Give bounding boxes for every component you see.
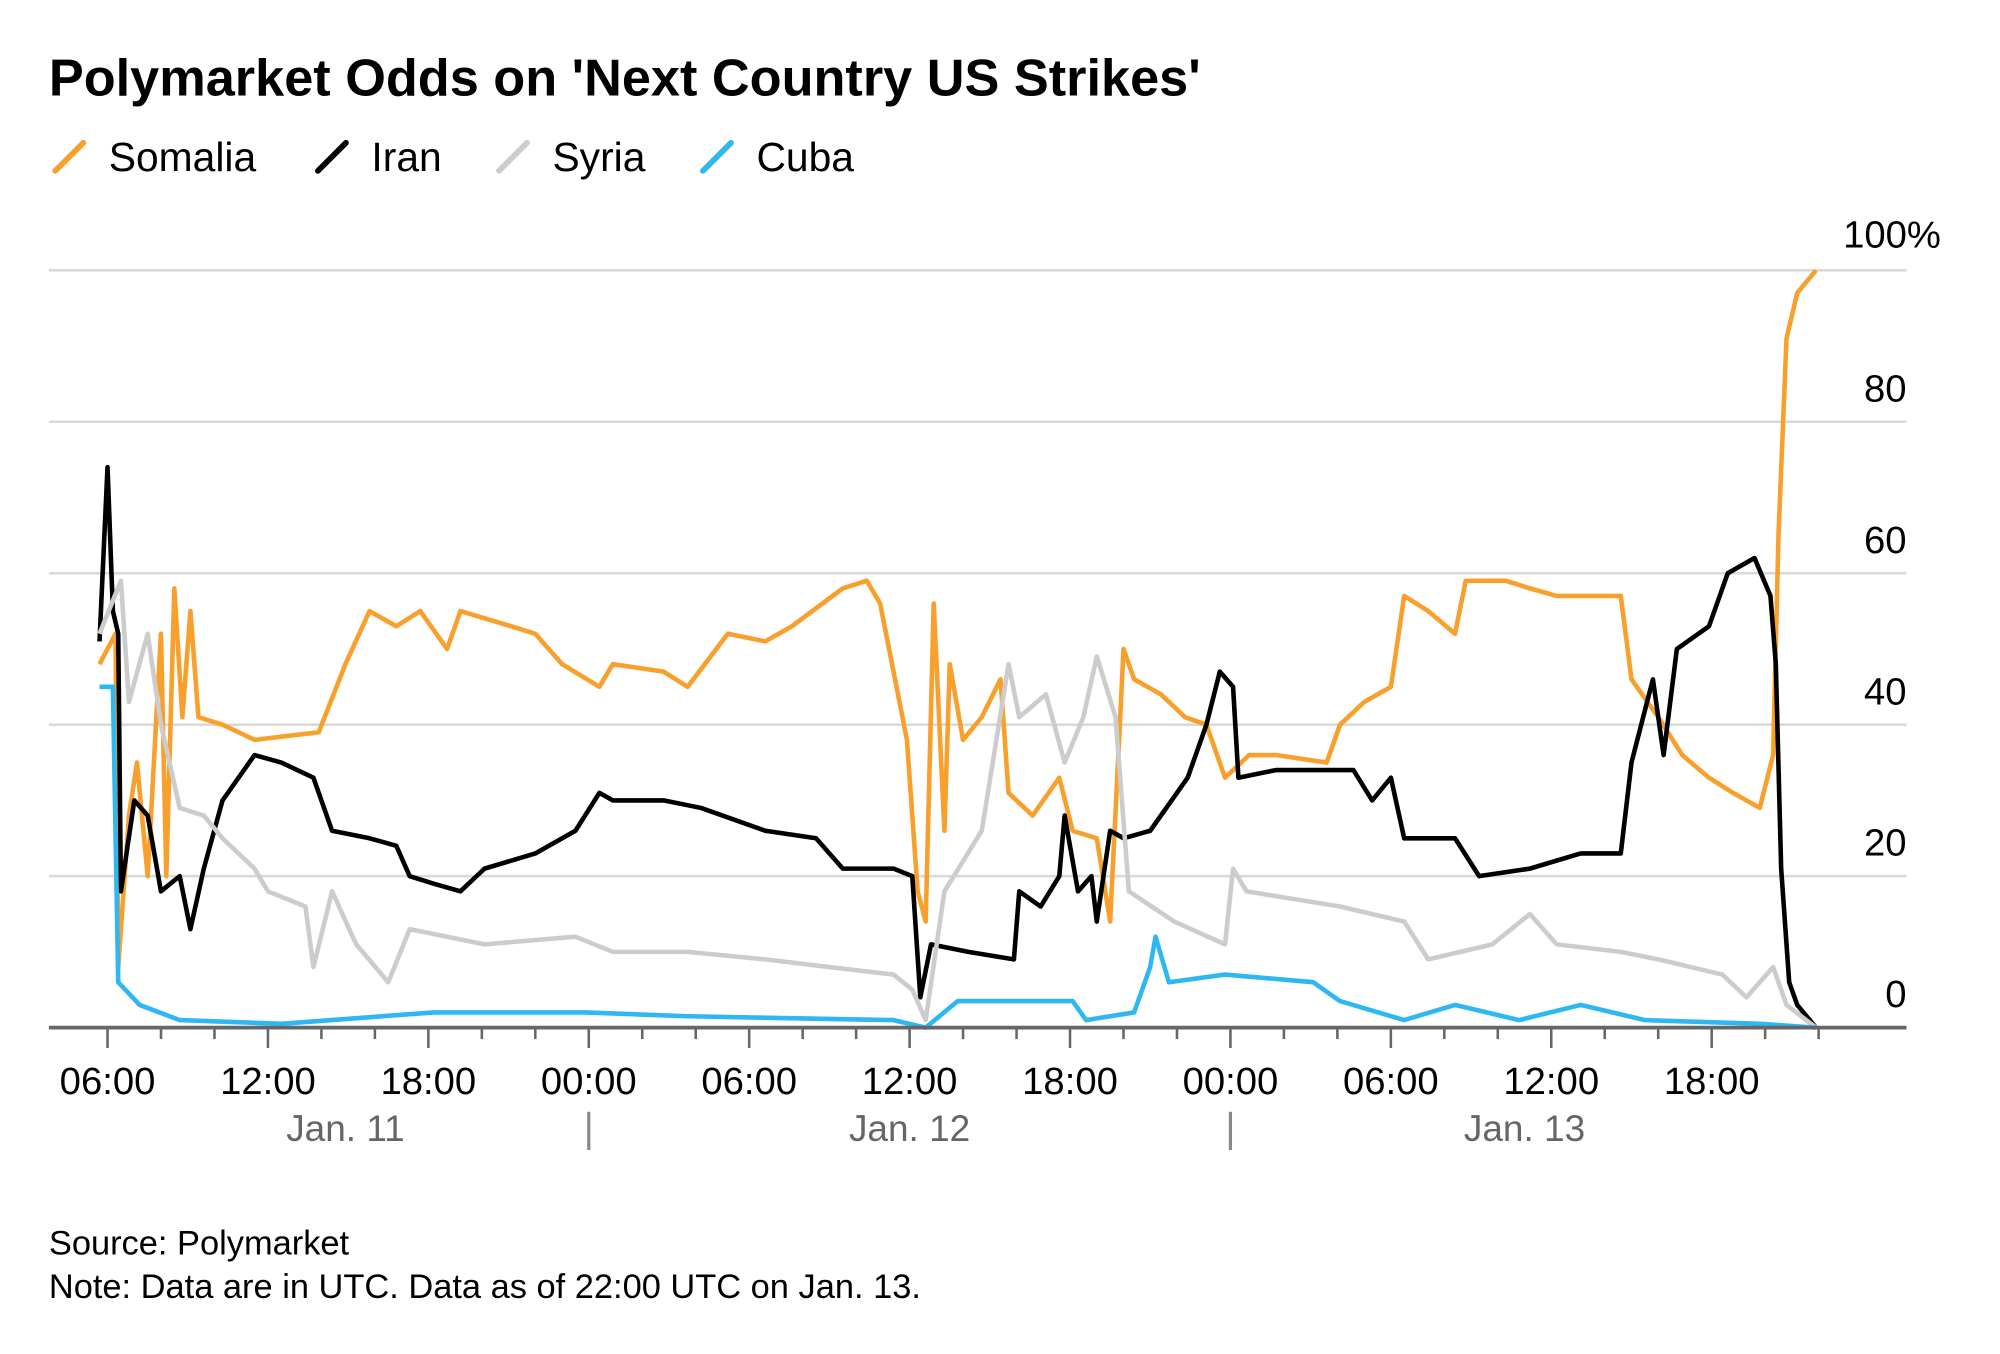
source-note: Source: Polymarket [49,1225,350,1263]
x-tick-label: 00:00 [541,1060,637,1103]
x-tick-label: 12:00 [1503,1060,1599,1103]
x-axis: 06:00 12:00 18:00 00:00 06:00 12:00 18:00 00:00… [48,1025,1907,1151]
x-tick-label: 06:00 [701,1060,797,1103]
legend-label: Cuba [756,134,854,180]
series-line-cuba [99,684,1817,1030]
legend: Somalia Iran Syria Cuba [52,134,854,180]
gridlines [48,269,1907,878]
y-tick-label: 0 [1885,973,1906,1016]
legend-label: Syria [552,134,645,180]
y-tick-label: 80 [1864,367,1907,410]
y-axis: 0 20 40 60 80 100% [1843,213,1941,1016]
x-tick-label: 18:00 [1664,1060,1760,1103]
x-tick-label: 06:00 [1343,1060,1439,1103]
y-tick-label: 100% [1843,213,1941,256]
legend-swatch-somalia [52,139,87,174]
y-tick-label: 20 [1864,822,1907,865]
legend-swatch-cuba [700,139,734,174]
chart-title: Polymarket Odds on 'Next Country US Stri… [49,50,1201,108]
data-note: Note: Data are in UTC. Data as of 22:00 … [49,1268,921,1306]
series-line-somalia [97,268,1818,970]
day-label: Jan. 11 [286,1108,405,1149]
legend-swatch-iran [315,139,349,174]
x-tick-label: 18:00 [1022,1060,1118,1103]
legend-swatch-syria [496,139,530,174]
x-tick-label: 12:00 [220,1060,316,1103]
series-lines [97,268,1818,1030]
x-tick-label: 18:00 [381,1060,477,1103]
legend-label: Iran [371,134,441,180]
y-tick-label: 40 [1864,670,1907,713]
day-label: Jan. 13 [1464,1108,1585,1149]
legend-label: Somalia [109,134,257,180]
series-line-syria [97,578,1818,1030]
series-line-iran [97,464,1818,1030]
y-tick-label: 60 [1864,519,1907,562]
x-tick-label: 12:00 [862,1060,958,1103]
x-tick-label: 06:00 [60,1060,156,1103]
day-label: Jan. 12 [849,1108,970,1149]
x-tick-label: 00:00 [1183,1060,1279,1103]
